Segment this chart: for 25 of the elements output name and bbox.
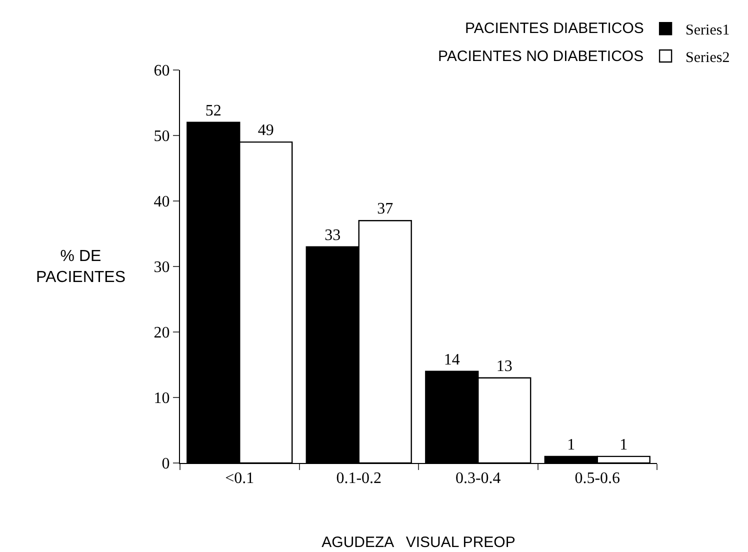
x-tick-label: 0.3-0.4 xyxy=(455,470,501,488)
y-tick-label: 40 xyxy=(154,194,170,211)
data-label: 14 xyxy=(444,351,460,368)
y-tick-label: 20 xyxy=(154,324,170,342)
legend-label: Series1 xyxy=(686,22,730,38)
data-label: 1 xyxy=(620,436,628,454)
y-tick-label: 50 xyxy=(154,128,170,146)
y-tick-label: 60 xyxy=(154,62,170,80)
text: PACIENTES DIABETICOS xyxy=(465,20,644,37)
data-label: 13 xyxy=(496,358,512,375)
data-label: 33 xyxy=(324,226,341,244)
data-label: 49 xyxy=(258,122,274,140)
data-label: 1 xyxy=(567,436,576,454)
y-tick-label: 0 xyxy=(162,456,170,473)
x-axis-title: AGUDEZA VISUAL PREOP xyxy=(322,534,516,552)
legend-label: Series2 xyxy=(686,50,730,66)
y-axis-title: % DE PACIENTES xyxy=(36,248,126,286)
data-label: 37 xyxy=(377,200,394,218)
data-label: 52 xyxy=(205,102,222,120)
y-tick-label: 30 xyxy=(154,259,170,276)
y-tick-label: 10 xyxy=(154,390,170,408)
x-tick-label: 0.1-0.2 xyxy=(336,470,382,488)
text: PACIENTES NO DIABETICOS xyxy=(438,48,644,65)
x-tick-label: 0.5-0.6 xyxy=(574,470,620,488)
x-tick-label: <0.1 xyxy=(225,470,254,488)
